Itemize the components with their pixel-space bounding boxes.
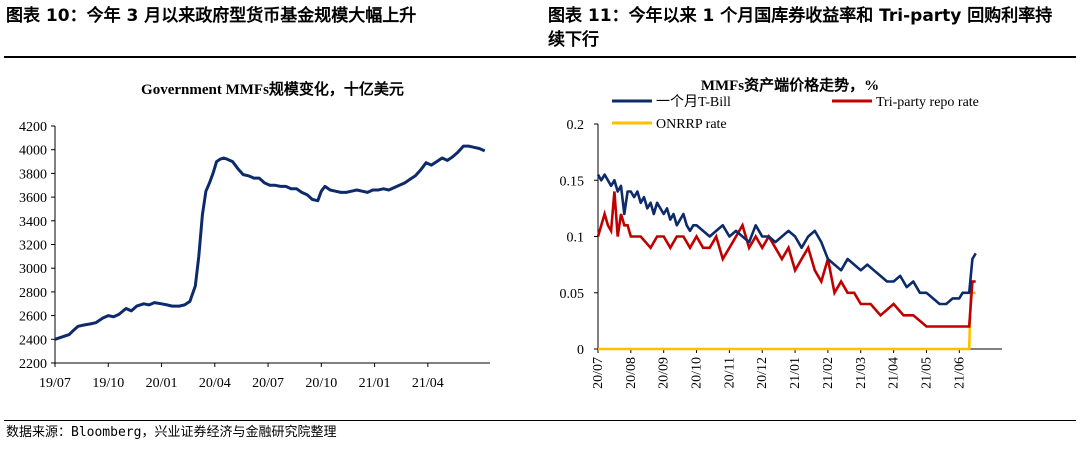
figure-10-title: 图表 10：今年 3 月以来政府型货币基金规模大幅上升: [6, 6, 417, 26]
x-tick-label: 20/08: [624, 357, 639, 389]
legend-label: 一个月T-Bill: [656, 94, 731, 110]
x-tick-label: 21/04: [887, 357, 902, 389]
x-tick-label: 21/06: [952, 357, 967, 389]
y-tick-label: 2800: [19, 286, 47, 301]
x-tick-label: 21/01: [788, 357, 803, 389]
y-tick-label: 2400: [19, 333, 47, 348]
x-tick-label: 19/07: [39, 376, 71, 391]
legend-label: Tri-party repo rate: [876, 95, 979, 110]
x-tick-label: 21/04: [412, 376, 444, 391]
x-tick-label: 20/04: [199, 376, 231, 391]
y-tick-label: 0.15: [560, 174, 585, 189]
y-tick-label: 4000: [19, 144, 47, 159]
x-tick-label: 20/11: [722, 357, 737, 388]
chart-title: MMFs资产端价格走势，%: [701, 76, 879, 94]
y-tick-label: 4200: [19, 120, 47, 135]
x-tick-label: 20/01: [146, 376, 178, 391]
y-tick-label: 0.1: [567, 231, 585, 246]
y-tick-label: 0.05: [560, 287, 585, 302]
y-tick-label: 3600: [19, 191, 47, 206]
y-tick-label: 3800: [19, 167, 47, 182]
mmfs-asset-price-chart: MMFs资产端价格走势，% 0 0.05 0.1 0.15 0.2 20/07 20/08 20…: [560, 76, 1002, 389]
x-tick-label: 20/10: [305, 376, 337, 391]
legend-label: ONRRP rate: [656, 117, 727, 132]
y-tick-label: 2200: [19, 357, 47, 372]
x-tick-label: 20/12: [755, 357, 770, 389]
x-tick-label: 21/01: [359, 376, 391, 391]
figure-11-title: 图表 11：今年以来 1 个月国库券收益率和 Tri-party 回购利率持续下…: [548, 6, 1053, 50]
chart-title: Government MMFs规模变化，十亿美元: [141, 80, 404, 98]
y-tick-label: 0.2: [567, 118, 585, 133]
x-tick-label: 20/09: [657, 357, 672, 389]
data-source-note: 数据来源：Bloomberg，兴业证券经济与金融研究院整理: [6, 425, 337, 440]
series-line-t-bill: [596, 173, 977, 306]
y-tick-label: 3400: [19, 215, 47, 230]
y-tick-label: 0: [577, 343, 584, 358]
x-tick-label: 20/07: [252, 376, 284, 391]
y-tick-label: 3000: [19, 262, 47, 277]
bottom-divider: [4, 420, 1076, 421]
x-tick-label: 21/03: [854, 357, 869, 389]
x-tick-label: 20/07: [591, 357, 606, 389]
government-mmfs-chart: Government MMFs规模变化，十亿美元 2200 2400 2600 2800…: [19, 80, 490, 391]
x-tick-label: 21/05: [919, 357, 934, 389]
x-tick-label: 21/02: [821, 357, 836, 389]
y-tick-label: 3200: [19, 239, 47, 254]
y-tick-label: 2600: [19, 310, 47, 325]
x-tick-label: 19/10: [92, 376, 124, 391]
top-divider: [4, 56, 1076, 58]
series-line-government-mmfs: [54, 144, 486, 341]
series-line-tri-party-repo: [596, 191, 976, 328]
x-tick-label: 20/10: [690, 357, 705, 389]
